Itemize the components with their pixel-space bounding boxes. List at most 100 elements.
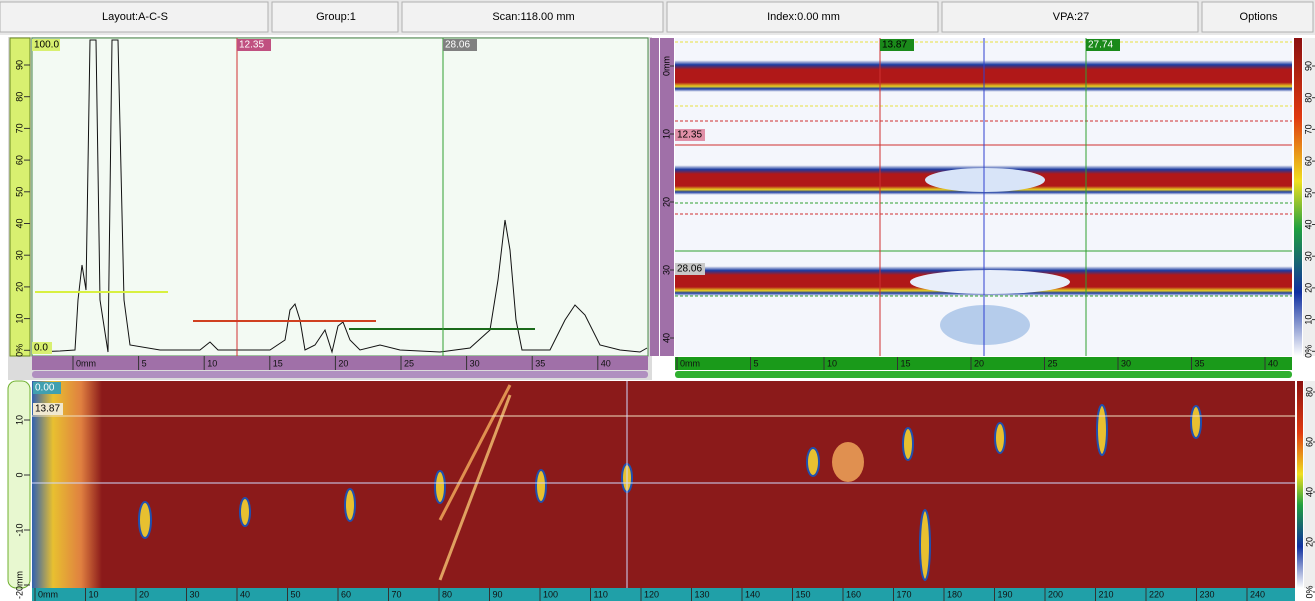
ruler-label: 30 [190,589,200,599]
ascan-gain-bar [650,38,659,356]
ruler-label: 20 [661,197,671,207]
ruler-label: 15 [273,358,283,368]
ruler-label: 90 [14,60,24,70]
indication [345,489,355,521]
indication [832,442,864,482]
cursor-label: 28.06 [445,40,470,51]
ruler-label: 35 [535,358,545,368]
cursor-label: 12.35 [239,40,264,51]
echo-gap [925,168,1045,192]
color-bar [1294,38,1302,356]
ruler-label: 50 [14,187,24,197]
ruler-label: -20mm [14,571,24,599]
color-ruler [1304,381,1315,588]
indication [536,470,546,502]
cscan-y-ruler [8,381,30,588]
ruler-label: 50 [291,589,301,599]
toolbar-label: Group:1 [316,11,356,23]
amplitude-top: 100.0 [34,40,59,51]
ruler-label: 5 [142,358,147,368]
ruler-label: 20 [974,358,984,368]
ruler-label: 40 [14,218,24,228]
cursor-label: 27.74 [1088,40,1113,51]
sscan-scrollbar[interactable] [675,371,1292,378]
ruler-label: 130 [695,589,710,599]
toolbar-label: Layout:A-C-S [102,11,168,23]
ascan-plot [32,38,648,356]
ruler-label: 70 [1303,124,1313,134]
toolbar-label: Index:0.00 mm [767,11,840,23]
ruler-label: 10 [827,358,837,368]
indication [920,510,930,580]
ruler-label: 0% [1303,345,1313,358]
indication [903,428,913,460]
amplitude-bottom: 0.0 [34,343,48,354]
indication [240,498,250,526]
ruler-label: 0mm [680,358,700,368]
ruler-label: 0mm [661,56,671,76]
toolbar-label: Scan:118.00 mm [492,11,574,23]
ruler-label: 90 [493,589,503,599]
ruler-label: 180 [947,589,962,599]
ruler-label: 60 [1303,156,1313,166]
cscan-label: 13.87 [35,404,60,415]
ruler-label: 70 [392,589,402,599]
ruler-label: 20 [14,282,24,292]
ruler-label: 60 [1304,437,1314,447]
ruler-label: 80 [14,92,24,102]
ruler-label: 140 [745,589,760,599]
ruler-label: 5 [754,358,759,368]
indication [139,502,151,538]
ruler-label: 0% [14,344,24,357]
depth-label: 28.06 [677,264,702,275]
ruler-label: 10 [207,358,217,368]
ruler-label: 20 [139,589,149,599]
ruler-label: 30 [1303,251,1313,261]
ruler-label: 80 [1304,387,1314,397]
ruler-label: 35 [1195,358,1205,368]
ruler-label: 0% [1304,585,1314,598]
ruler-label: 60 [341,589,351,599]
ruler-label: 40 [240,589,250,599]
page: Layout:A-C-S Group:1 Scan:118.00 mm Index:0… [0,0,1315,601]
ruler-label: 30 [470,358,480,368]
ruler-label: 160 [846,589,861,599]
ruler-label: 20 [1304,537,1314,547]
echo-gap [910,270,1070,294]
ruler-label: 100 [543,589,558,599]
ruler-label: 40 [601,358,611,368]
ruler-label: 220 [1149,589,1164,599]
ruler-label: 25 [1048,358,1058,368]
ruler-label: 80 [442,589,452,599]
depth-label: 12.35 [677,130,702,141]
ruler-label: -10 [14,523,24,536]
ruler-label: 80 [1303,93,1313,103]
ascan-scrollbar[interactable] [32,371,648,378]
ruler-label: 30 [661,265,671,275]
ruler-label: 120 [644,589,659,599]
ruler-label: 10 [89,589,99,599]
ruler-label: 190 [998,589,1013,599]
toolbar-label: VPA:27 [1053,11,1090,23]
cursor-label: 13.87 [882,40,907,51]
indication [1191,406,1201,438]
ruler-label: 0mm [38,589,58,599]
screen: Layout:A-C-S Group:1 Scan:118.00 mm Index:0… [0,0,1315,601]
ruler-label: 210 [1099,589,1114,599]
ruler-label: 40 [1303,219,1313,229]
color-bar [1297,381,1303,588]
ruler-label: 70 [14,123,24,133]
ruler-label: 10 [14,415,24,425]
echo-blur [940,305,1030,345]
ruler-label: 20 [338,358,348,368]
ruler-label: 40 [1304,487,1314,497]
ruler-label: 90 [1303,61,1313,71]
indication [1097,405,1107,455]
ruler-label: 230 [1200,589,1215,599]
ruler-label: 40 [661,333,671,343]
indication [807,448,819,476]
ruler-label: 10 [1303,315,1313,325]
ruler-label: 240 [1250,589,1265,599]
indication [435,471,445,503]
ruler-label: 25 [404,358,414,368]
